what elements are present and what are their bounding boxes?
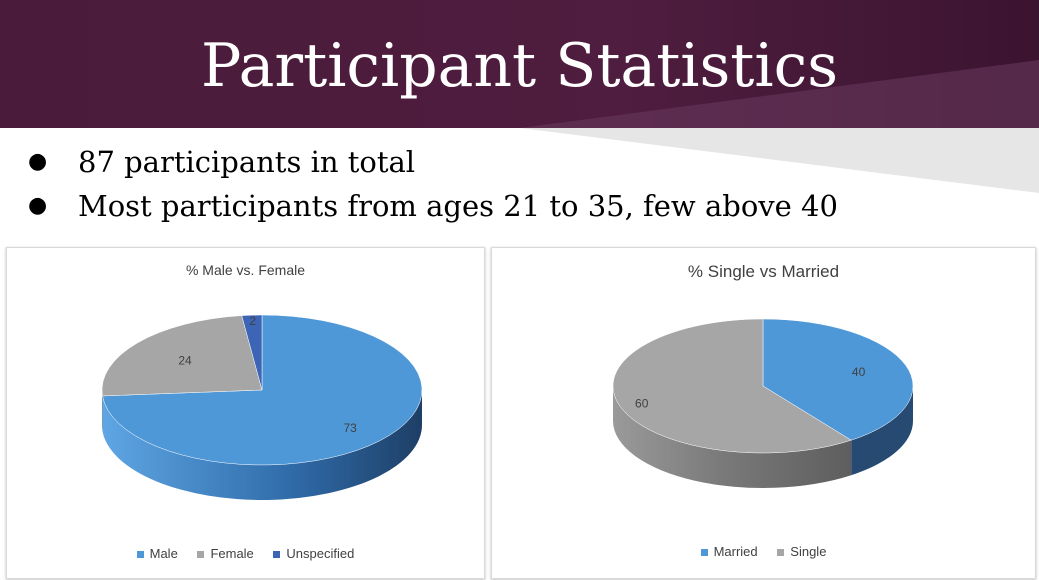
bullet-icon: ● bbox=[28, 149, 48, 174]
gender-side-female bbox=[102, 390, 103, 431]
chart-gender-panel: % Male vs. Female 73 24 2 Male Female Unsp… bbox=[6, 247, 485, 579]
marital-data-label: 60 bbox=[635, 397, 649, 411]
legend-swatch bbox=[700, 549, 708, 557]
banner-decoration bbox=[520, 60, 1039, 193]
chart-marital-panel: % Single vs Married 40 60 Married Single bbox=[491, 247, 1036, 579]
legend-swatch bbox=[273, 551, 281, 559]
marital-slice-single bbox=[612, 318, 852, 454]
legend-item-female: Female bbox=[197, 546, 254, 561]
slide-title: Participant Statistics bbox=[200, 31, 838, 101]
legend-item-male: Male bbox=[136, 546, 178, 561]
gender-side-male bbox=[102, 390, 422, 500]
chart-gender-pie: 73 24 2 bbox=[101, 314, 423, 500]
legend-swatch bbox=[197, 551, 205, 559]
gender-slice-unspecified bbox=[241, 314, 263, 391]
chart-marital-legend: Married Single bbox=[492, 544, 1035, 559]
chart-marital-pie: 40 60 bbox=[612, 318, 914, 488]
bullet-item: ● Most participants from ages 21 to 35, f… bbox=[28, 184, 838, 228]
bullet-item: ● 87 participants in total bbox=[28, 140, 838, 184]
legend-swatch bbox=[777, 549, 785, 557]
marital-side-single bbox=[613, 386, 852, 488]
chart-marital-title: % Single vs Married bbox=[687, 262, 840, 281]
chart-gender-title: % Male vs. Female bbox=[185, 262, 306, 278]
bullet-list: ● 87 participants in total ● Most particip… bbox=[28, 140, 838, 228]
gender-data-label: 73 bbox=[343, 421, 357, 435]
marital-side-married bbox=[851, 386, 913, 476]
gender-data-label: 2 bbox=[249, 314, 256, 328]
marital-data-label: 40 bbox=[852, 365, 866, 379]
marital-slice-married bbox=[762, 318, 914, 441]
gender-data-label: 24 bbox=[178, 354, 192, 368]
legend-item-unspecified: Unspecified bbox=[273, 546, 354, 561]
legend-item-single: Single bbox=[777, 544, 826, 559]
gender-slice-female bbox=[101, 315, 263, 397]
bullet-icon: ● bbox=[28, 193, 48, 218]
legend-swatch bbox=[136, 551, 144, 559]
chart-gender-legend: Male Female Unspecified bbox=[7, 546, 484, 561]
legend-item-married: Married bbox=[700, 544, 758, 559]
